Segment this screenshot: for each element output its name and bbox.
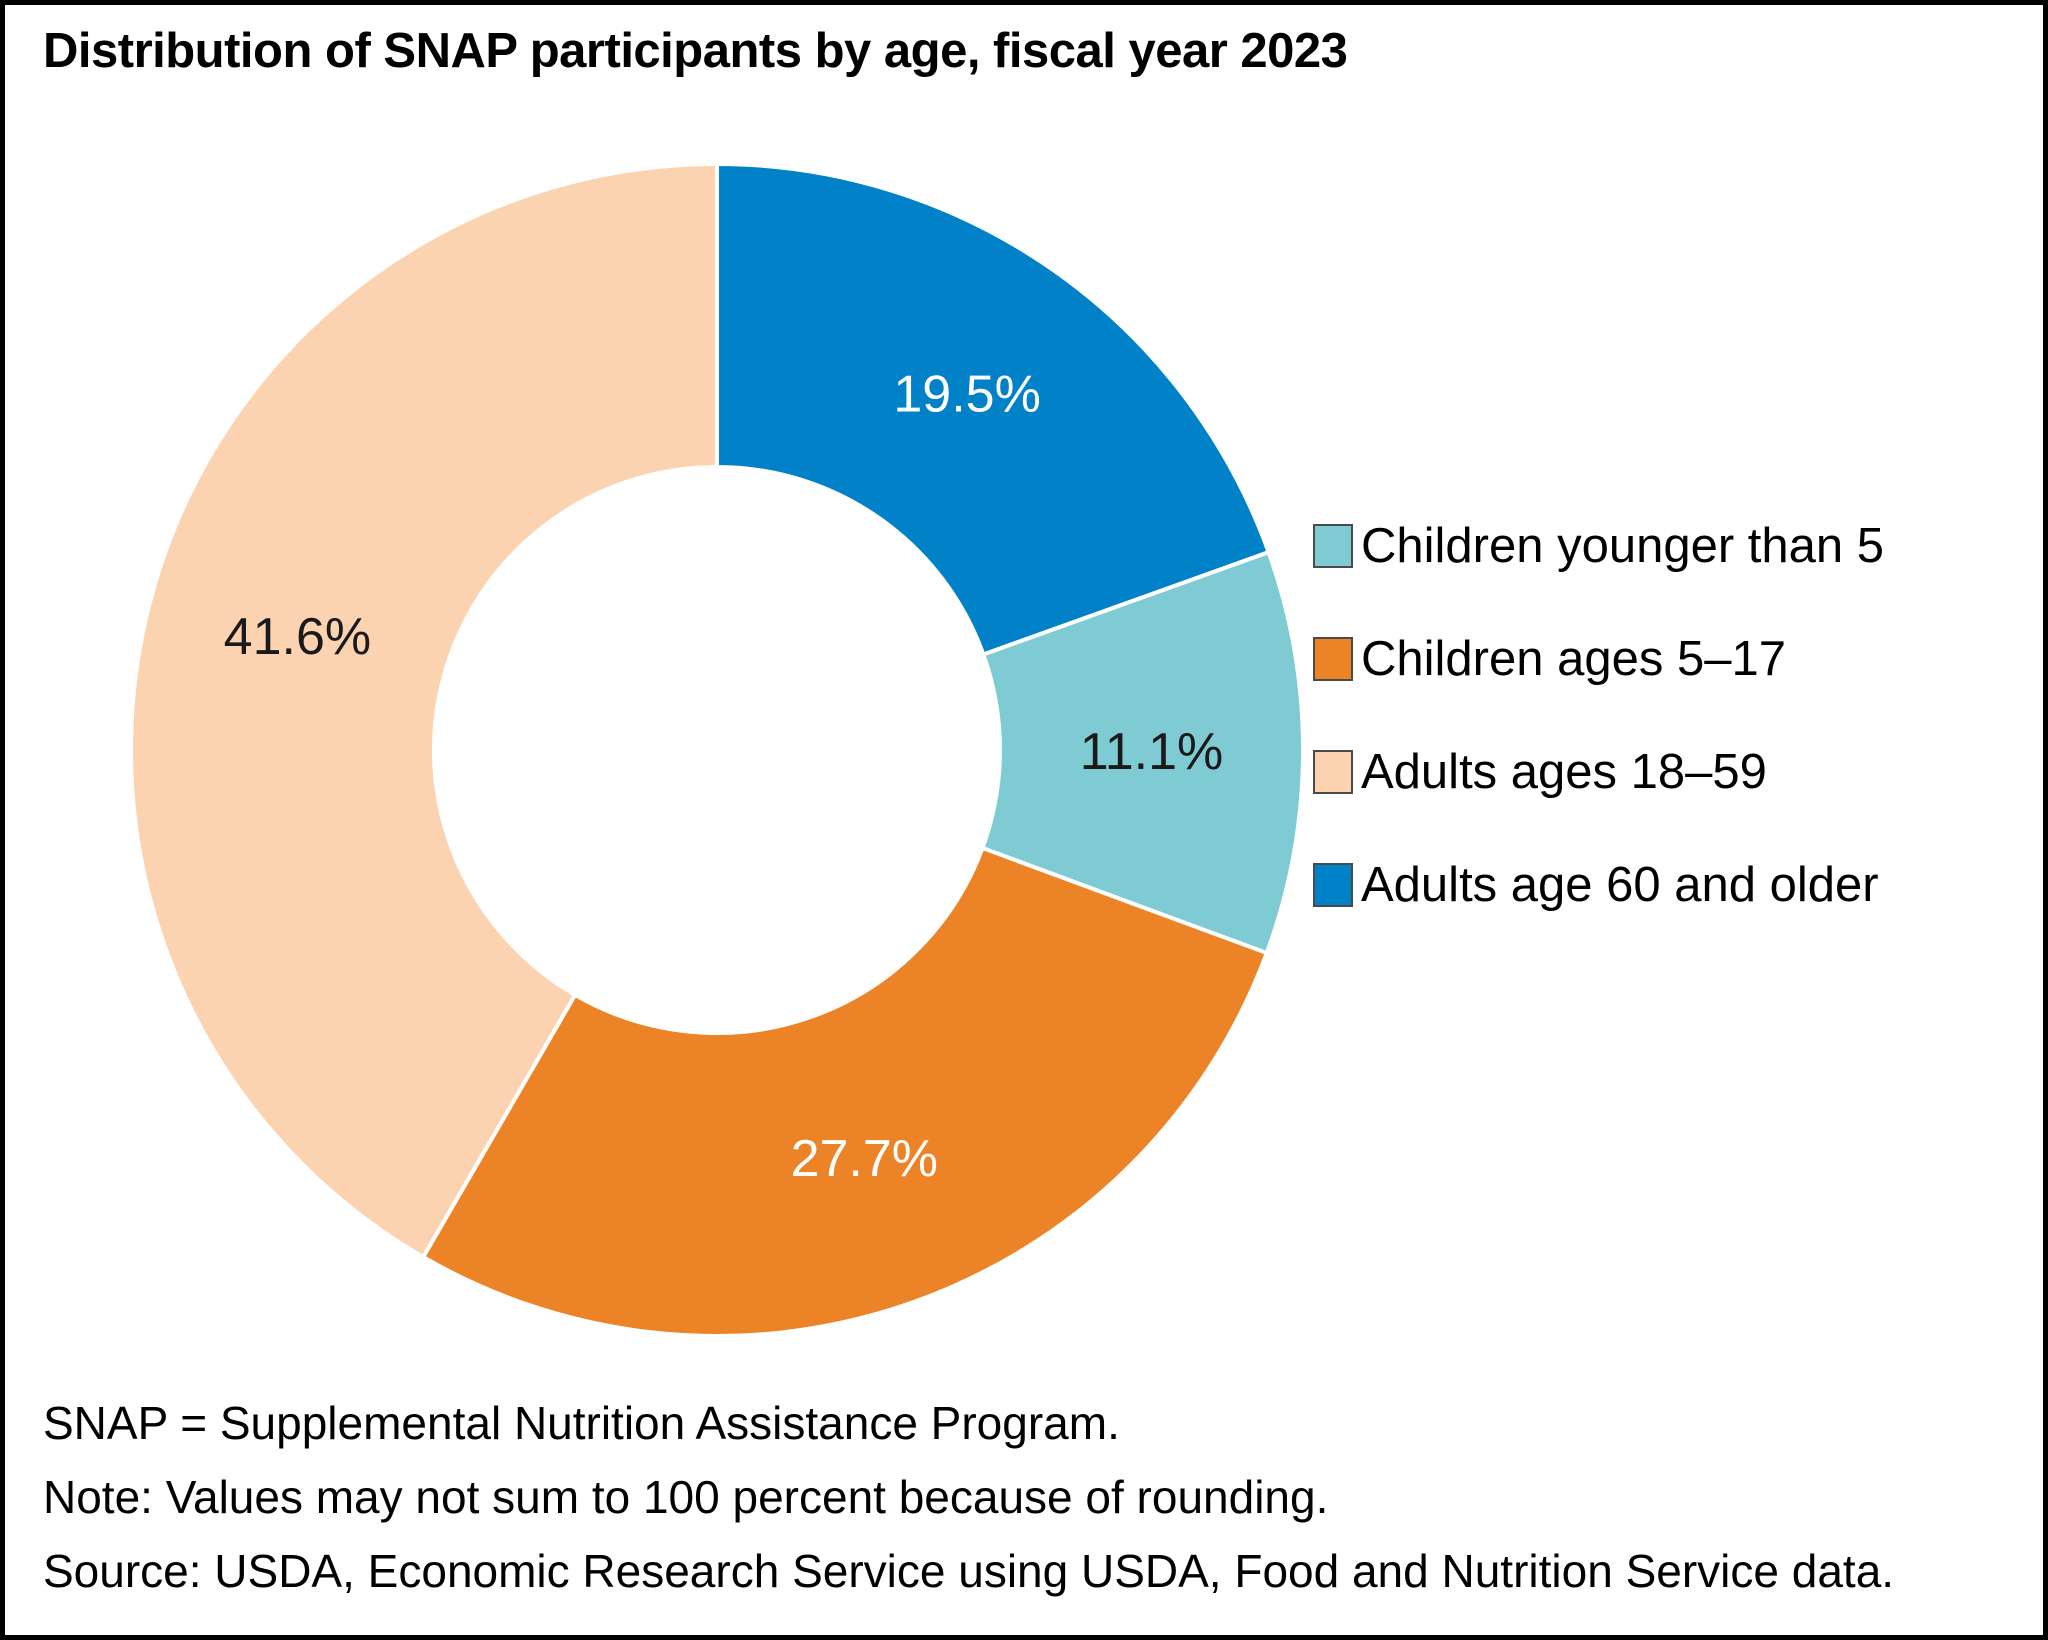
pie-slice [715, 161, 1272, 658]
pie-slice [979, 549, 1305, 956]
pie-slice [420, 845, 1270, 1338]
pie-slice [129, 161, 719, 1260]
slice-value-label: 11.1% [1080, 723, 1224, 781]
legend-swatch [1313, 750, 1353, 794]
chart-footnotes: SNAP = Supplemental Nutrition Assistance… [43, 1386, 1894, 1608]
legend-label: Adults age 60 and older [1361, 858, 1879, 912]
chart-legend: Children younger than 5 Children ages 5–1… [1313, 517, 1884, 969]
slice-value-label: 19.5% [893, 366, 1040, 424]
legend-item: Adults ages 18–59 [1313, 743, 1884, 801]
legend-item: Children ages 5–17 [1313, 630, 1884, 688]
legend-item: Adults age 60 and older [1313, 856, 1884, 914]
slice-value-label: 27.7% [791, 1130, 938, 1188]
legend-label: Adults ages 18–59 [1361, 745, 1767, 799]
slice-value-label: 41.6% [224, 608, 371, 666]
legend-swatch [1313, 863, 1353, 907]
legend-label: Children younger than 5 [1361, 519, 1885, 573]
legend-swatch [1313, 637, 1353, 681]
legend-item: Children younger than 5 [1313, 517, 1884, 575]
donut-chart: 19.5% 11.1% 27.7% 41.6% [129, 161, 1305, 1338]
legend-label: Children ages 5–17 [1361, 632, 1786, 686]
chart-title: Distribution of SNAP participants by age… [43, 24, 1348, 78]
rounding-note: Note: Values may not sum to 100 percent … [43, 1471, 1329, 1523]
legend-swatch [1313, 524, 1353, 568]
source-note: Source: USDA, Economic Research Service … [43, 1545, 1895, 1597]
abbreviation-note: SNAP = Supplemental Nutrition Assistance… [43, 1397, 1120, 1449]
